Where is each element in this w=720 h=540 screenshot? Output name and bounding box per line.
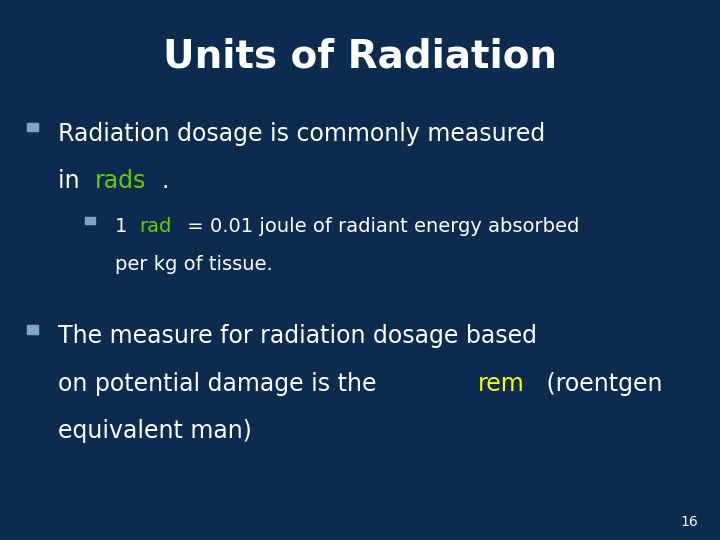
Text: 1: 1 <box>115 217 134 235</box>
Text: Radiation dosage is commonly measured: Radiation dosage is commonly measured <box>58 122 545 145</box>
Text: rads: rads <box>95 169 147 193</box>
Text: rad: rad <box>139 217 171 235</box>
Text: = 0.01 joule of radiant energy absorbed: = 0.01 joule of radiant energy absorbed <box>181 217 580 235</box>
Text: on potential damage is the: on potential damage is the <box>58 372 384 395</box>
Text: Units of Radiation: Units of Radiation <box>163 38 557 76</box>
Text: in: in <box>58 169 86 193</box>
Text: .: . <box>161 169 169 193</box>
FancyBboxPatch shape <box>27 123 38 131</box>
Text: rem: rem <box>478 372 525 395</box>
Text: equivalent man): equivalent man) <box>58 419 251 443</box>
FancyBboxPatch shape <box>27 325 38 334</box>
Text: The measure for radiation dosage based: The measure for radiation dosage based <box>58 324 536 348</box>
Text: 16: 16 <box>680 515 698 529</box>
FancyBboxPatch shape <box>85 217 95 224</box>
Text: (roentgen: (roentgen <box>539 372 662 395</box>
Text: per kg of tissue.: per kg of tissue. <box>115 255 273 274</box>
